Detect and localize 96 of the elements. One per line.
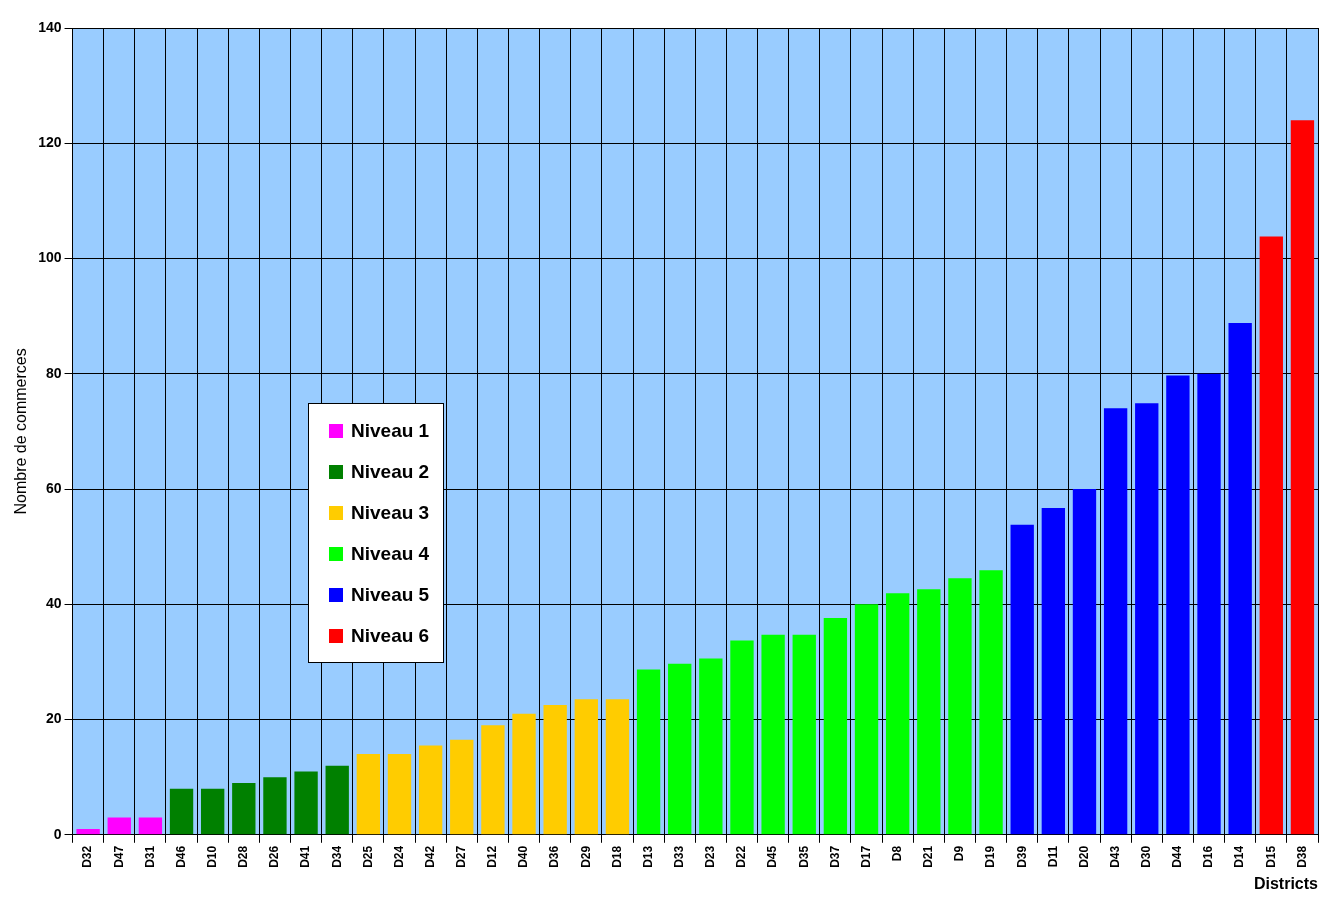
x-tick-label: D32 [80, 845, 95, 868]
x-tick-label: D42 [422, 845, 437, 868]
y-tick-label: 100 [38, 249, 62, 266]
bar [512, 713, 536, 835]
x-tick-label: D36 [547, 845, 562, 868]
bar [232, 782, 256, 835]
y-tick-label: 0 [53, 825, 62, 842]
bar [1103, 408, 1128, 835]
x-tick-label: D10 [204, 845, 219, 868]
legend-label: Niveau 3 [351, 501, 430, 524]
y-tick-label: 20 [45, 710, 62, 727]
bar [387, 754, 412, 835]
x-axis-title: Districts [1253, 874, 1319, 892]
bar [1259, 236, 1283, 835]
x-tick-label: D26 [267, 845, 282, 868]
x-tick-label: D13 [640, 845, 655, 868]
x-tick-label: D21 [921, 845, 936, 868]
bar [356, 754, 381, 835]
bar [636, 669, 661, 835]
x-tick-label: D35 [796, 845, 811, 868]
x-tick-label: D29 [578, 845, 593, 868]
y-tick-label: 40 [45, 595, 62, 612]
y-tick-label: 80 [45, 364, 62, 381]
bar [668, 663, 692, 835]
bar [792, 634, 816, 835]
x-tick-label: D23 [703, 845, 718, 868]
bar [1290, 120, 1315, 835]
bar [1228, 323, 1252, 835]
bar [543, 705, 567, 835]
legend-label: Niveau 5 [351, 583, 430, 606]
x-tick-label: D39 [1014, 845, 1029, 868]
bar [450, 739, 474, 835]
x-tick-label: D14 [1232, 845, 1247, 868]
x-tick-label: D43 [1107, 845, 1122, 868]
x-tick-label: D28 [236, 845, 251, 868]
y-axis-title: Nombre de commerces [12, 348, 30, 515]
bar [1072, 489, 1097, 835]
bar [1135, 403, 1159, 835]
x-tick-label: D46 [173, 845, 188, 868]
x-tick-label: D9 [952, 845, 967, 862]
bar [854, 604, 879, 835]
x-tick-label: D44 [1170, 845, 1185, 868]
bar [761, 634, 785, 835]
x-tick-label: D27 [454, 845, 469, 868]
x-tick-label: D24 [391, 845, 406, 868]
x-tick-label: D33 [672, 845, 687, 868]
bar [948, 578, 972, 835]
x-tick-label: D45 [765, 845, 780, 868]
x-tick-label: D22 [734, 845, 749, 868]
bar [1166, 375, 1190, 835]
x-tick-label: D11 [1045, 845, 1060, 868]
y-tick-label: 60 [45, 479, 62, 496]
bar [885, 593, 910, 835]
x-tick-label: D37 [827, 845, 842, 868]
bar [138, 817, 163, 835]
x-tick-label: D41 [298, 845, 313, 868]
x-tick-label: D47 [111, 845, 126, 868]
x-tick-label: D30 [1139, 845, 1154, 868]
x-tick-label: D12 [485, 845, 500, 868]
x-tick-label: D25 [360, 845, 375, 868]
bar [1041, 508, 1066, 835]
bar [917, 589, 941, 835]
bar [169, 788, 194, 835]
bar [1010, 524, 1034, 835]
x-tick-label: D38 [1294, 845, 1309, 868]
x-tick-label: D40 [516, 845, 531, 868]
bar [823, 618, 848, 835]
bar [107, 817, 131, 835]
y-tick-label: 120 [38, 134, 62, 151]
bar [325, 765, 349, 835]
bar [418, 745, 443, 835]
x-tick-label: D17 [858, 845, 873, 868]
x-tick-label: D16 [1201, 845, 1216, 868]
x-tick-label: D31 [142, 845, 157, 868]
x-tick-label: D18 [609, 845, 624, 868]
x-tick-label: D19 [983, 845, 998, 868]
x-tick-label: D15 [1263, 845, 1278, 868]
bar [201, 788, 225, 835]
legend-label: Niveau 1 [351, 419, 430, 442]
bar [605, 699, 630, 835]
bar [574, 699, 598, 835]
bar [1197, 373, 1221, 835]
y-tick-label: 140 [38, 18, 62, 35]
bar [76, 829, 100, 835]
x-tick-label: D8 [889, 845, 904, 862]
bar [699, 658, 723, 835]
bar [979, 570, 1003, 835]
bar [263, 777, 287, 835]
legend-label: Niveau 6 [351, 624, 430, 647]
legend-label: Niveau 2 [351, 460, 430, 483]
legend-label: Niveau 4 [351, 542, 430, 565]
bar [294, 771, 318, 835]
bar [730, 640, 754, 835]
x-tick-label: D20 [1076, 845, 1091, 868]
bar [481, 725, 505, 835]
x-tick-label: D34 [329, 845, 344, 868]
